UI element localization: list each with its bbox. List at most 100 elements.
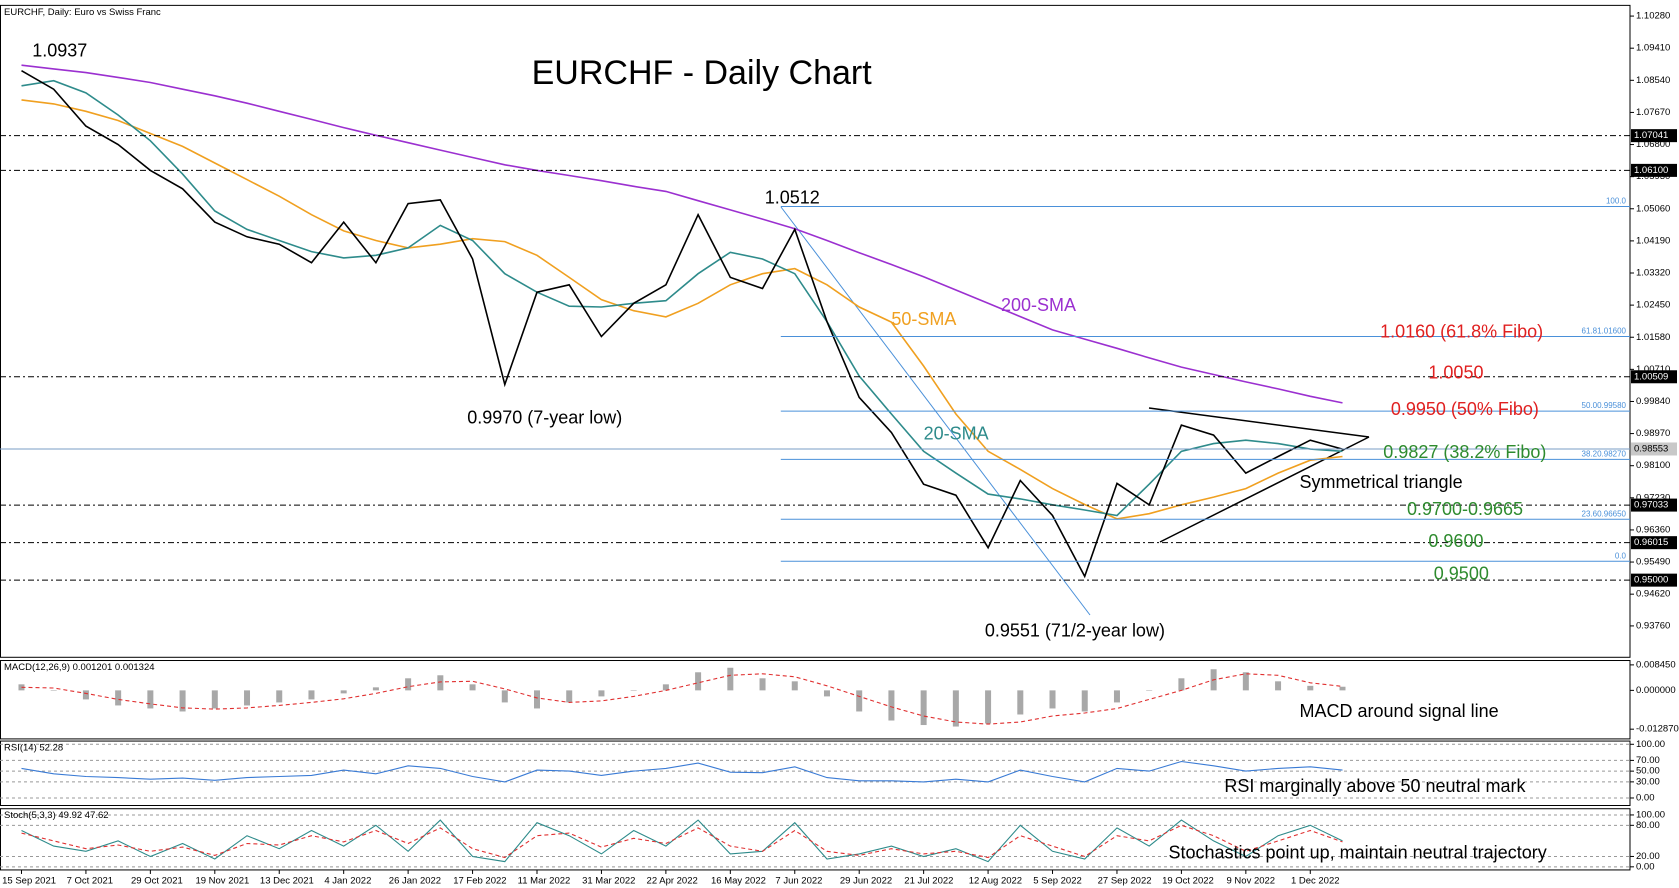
level-label: 0.97033 — [1634, 500, 1668, 511]
histogram-bar — [1178, 678, 1185, 691]
panel-frame — [0, 808, 1631, 871]
fib-label: 38.20.98270 — [1582, 450, 1627, 459]
histogram-bar — [179, 690, 186, 712]
y-tick-label: 30.00 — [1636, 776, 1660, 787]
histogram-bar — [630, 690, 637, 691]
histogram-bar — [823, 690, 830, 697]
indicator-line — [21, 673, 1343, 725]
y-tick-label: 1.01580 — [1636, 332, 1670, 343]
annotation: Symmetrical triangle — [1300, 472, 1463, 492]
y-tick-label: 1.09410 — [1636, 43, 1670, 54]
level-label: 1.00509 — [1634, 371, 1668, 382]
x-tick-label: 1 Dec 2022 — [1291, 875, 1340, 886]
y-tick-label: 1.07670 — [1636, 107, 1670, 118]
level-box — [1631, 163, 1677, 177]
histogram-bar — [1017, 690, 1024, 715]
annotation: 0.9600 — [1428, 531, 1483, 551]
x-tick-label: 11 Mar 2022 — [518, 875, 571, 886]
y-tick-label: 80.00 — [1636, 820, 1660, 831]
sma-line — [21, 99, 1343, 520]
histogram-bar — [501, 690, 508, 703]
fib-label: 23.60.96650 — [1582, 509, 1627, 518]
y-tick-label: 0.98970 — [1636, 428, 1670, 439]
level-label: 1.07041 — [1634, 130, 1668, 141]
series-label: 50-SMA — [891, 309, 956, 329]
histogram-bar — [147, 690, 154, 709]
level-label: 1.06100 — [1634, 165, 1668, 176]
histogram-bar — [695, 672, 702, 691]
annotation: 0.9700-0.9665 — [1407, 499, 1523, 519]
panel-note: RSI marginally above 50 neutral mark — [1224, 776, 1526, 796]
level-box — [1631, 370, 1677, 384]
histogram-bar — [1049, 690, 1056, 709]
y-tick-label: 50.00 — [1636, 766, 1660, 777]
y-tick-label: 0.96360 — [1636, 524, 1670, 535]
histogram-bar — [1113, 690, 1120, 703]
x-tick-label: 19 Oct 2022 — [1162, 875, 1214, 886]
annotation: 1.0512 — [765, 187, 820, 207]
y-tick-label: 0.99840 — [1636, 396, 1670, 407]
y-tick-label: 0.97230 — [1636, 492, 1670, 503]
histogram-bar — [888, 690, 895, 721]
y-tick-label: 0.95490 — [1636, 557, 1670, 568]
histogram-bar — [82, 690, 89, 700]
y-tick-label: 0.94620 — [1636, 589, 1670, 600]
histogram-bar — [18, 684, 25, 691]
y-tick-label: 1.04190 — [1636, 235, 1670, 246]
y-tick-label: 1.02450 — [1636, 300, 1670, 311]
histogram-bar — [759, 678, 766, 691]
x-tick-label: 22 Apr 2022 — [647, 875, 698, 886]
level-box — [1631, 129, 1677, 143]
annotation: 1.0937 — [32, 40, 87, 60]
x-tick-label: 27 Sep 2022 — [1098, 875, 1152, 886]
x-tick-label: 15 Sep 2021 — [2, 875, 56, 886]
indicator-line — [21, 819, 1343, 863]
histogram-bar — [244, 690, 251, 706]
histogram-bar — [405, 678, 412, 691]
annotation: 0.9500 — [1434, 563, 1489, 583]
x-tick-label: 4 Jan 2022 — [324, 875, 371, 886]
panel-note: Stochastics point up, maintain neutral t… — [1169, 843, 1547, 863]
x-tick-label: 17 Feb 2022 — [453, 875, 506, 886]
indicator-line — [21, 824, 1343, 859]
triangle-upper — [1148, 407, 1370, 438]
fib-label: 61.81.01600 — [1582, 327, 1627, 336]
y-tick-label: 1.05060 — [1636, 203, 1670, 214]
sma-line — [21, 79, 1343, 517]
y-tick-label: 1.00710 — [1636, 364, 1670, 375]
y-tick-label: 0.00 — [1636, 792, 1655, 803]
x-tick-label: 16 May 2022 — [711, 875, 766, 886]
y-tick-label: 20.00 — [1636, 851, 1660, 862]
y-tick-label: 0.98100 — [1636, 460, 1670, 471]
y-tick-label: 1.10280 — [1636, 11, 1670, 22]
histogram-bar — [1242, 672, 1249, 691]
y-tick-label: 100.00 — [1636, 809, 1665, 820]
panel-title: Stoch(5,3,3) 49.92 47.62 — [4, 810, 109, 821]
histogram-bar — [340, 690, 347, 694]
fib-label: 0.0 — [1615, 551, 1627, 560]
annotation: 0.9827 (38.2% Fibo) — [1383, 442, 1546, 462]
x-tick-label: 13 Dec 2021 — [260, 875, 314, 886]
histogram-bar — [662, 684, 669, 691]
series-label: 200-SMA — [1001, 295, 1076, 315]
x-tick-label: 26 Jan 2022 — [389, 875, 441, 886]
histogram-bar — [1339, 686, 1346, 691]
annotation: 0.9950 (50% Fibo) — [1391, 399, 1539, 419]
histogram-bar — [566, 690, 573, 703]
level-box — [1631, 536, 1677, 550]
histogram-bar — [598, 690, 605, 697]
y-tick-label: -0.012870 — [1636, 724, 1679, 735]
y-tick-label: 1.03320 — [1636, 268, 1670, 279]
panel-note: MACD around signal line — [1300, 701, 1499, 721]
triangle-lower — [1159, 436, 1370, 543]
histogram-bar — [952, 690, 959, 727]
histogram-bar — [469, 684, 476, 691]
histogram-bar — [985, 690, 992, 724]
annotation: 1.0160 (61.8% Fibo) — [1380, 322, 1543, 342]
histogram-bar — [791, 681, 798, 691]
x-tick-label: 31 Mar 2022 — [582, 875, 635, 886]
chart-title: EURCHF - Daily Chart — [532, 54, 873, 92]
panel-title: MACD(12,26,9) 0.001201 0.001324 — [4, 662, 155, 673]
histogram-bar — [1307, 685, 1314, 691]
